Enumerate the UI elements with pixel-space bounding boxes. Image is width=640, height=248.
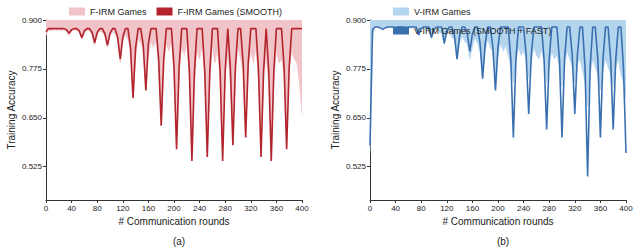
svg-text:40: 40: [391, 204, 400, 213]
svg-text:# Communication rounds: # Communication rounds: [118, 216, 229, 227]
svg-text:0.900: 0.900: [346, 16, 367, 25]
svg-text:120: 120: [440, 204, 454, 213]
svg-text:0: 0: [44, 204, 49, 213]
svg-text:(a): (a): [173, 236, 185, 247]
svg-text:200: 200: [167, 204, 181, 213]
svg-text:F-IRM Games (SMOOTH): F-IRM Games (SMOOTH): [178, 7, 282, 17]
svg-text:0.900: 0.900: [22, 16, 43, 25]
svg-text:400: 400: [619, 204, 633, 213]
svg-text:320: 320: [244, 204, 258, 213]
svg-text:40: 40: [67, 204, 76, 213]
svg-text:0.775: 0.775: [22, 64, 43, 73]
svg-text:80: 80: [93, 204, 102, 213]
svg-text:0.525: 0.525: [346, 162, 367, 171]
svg-text:200: 200: [491, 204, 505, 213]
svg-text:360: 360: [270, 204, 284, 213]
svg-text:# Communication rounds: # Communication rounds: [442, 216, 553, 227]
svg-text:V-IRM Games: V-IRM Games: [414, 7, 471, 17]
svg-text:280: 280: [543, 204, 557, 213]
svg-text:120: 120: [116, 204, 130, 213]
svg-text:Training Accuracy: Training Accuracy: [330, 70, 341, 149]
svg-text:320: 320: [568, 204, 582, 213]
svg-text:0.650: 0.650: [22, 113, 43, 122]
svg-text:V-IRM Games (SMOOTH + FAST): V-IRM Games (SMOOTH + FAST): [414, 26, 551, 36]
svg-text:0.650: 0.650: [346, 113, 367, 122]
svg-text:360: 360: [594, 204, 608, 213]
svg-text:80: 80: [417, 204, 426, 213]
svg-text:0.525: 0.525: [22, 162, 43, 171]
svg-text:F-IRM Games: F-IRM Games: [90, 7, 147, 17]
svg-text:160: 160: [466, 204, 480, 213]
svg-text:240: 240: [193, 204, 207, 213]
svg-text:160: 160: [142, 204, 156, 213]
svg-text:280: 280: [219, 204, 233, 213]
svg-text:400: 400: [295, 204, 309, 213]
svg-text:Training Accuracy: Training Accuracy: [6, 70, 17, 149]
svg-text:(b): (b): [497, 236, 509, 247]
svg-text:240: 240: [517, 204, 531, 213]
svg-text:0.775: 0.775: [346, 64, 367, 73]
svg-text:0: 0: [368, 204, 373, 213]
